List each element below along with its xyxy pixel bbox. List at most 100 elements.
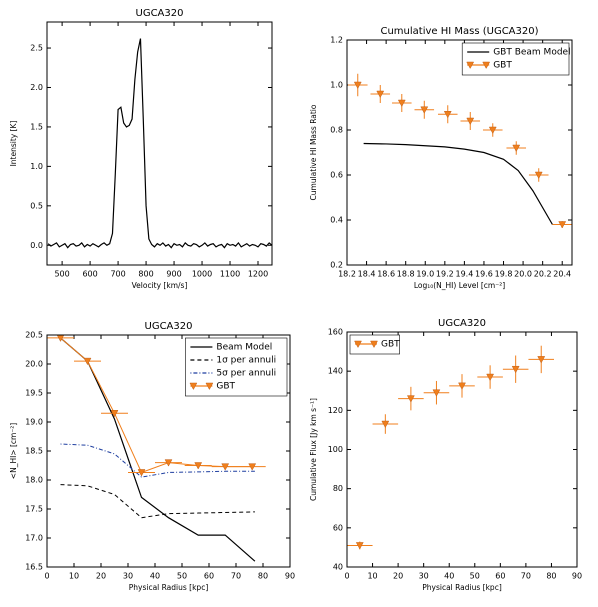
legend-label: 1σ per annuli [216,356,276,366]
x-tick-label: 60 [204,572,214,581]
y-tick-label: 160 [328,328,343,337]
y-tick-label: 1.2 [330,36,343,45]
y-tick-label: 1.0 [30,162,43,171]
y-tick-label: 0.0 [30,241,43,250]
y-tick-label: 2.0 [30,83,43,92]
x-tick-label: 50 [177,572,187,581]
marker [381,420,390,429]
x-tick-label: 18.8 [397,270,415,279]
y-tick-label: 1.0 [330,81,343,90]
y-axis-label: Intensity [K] [9,121,18,167]
x-axis-label: Log₁₀(N_HI) Level [cm⁻²] [414,281,505,290]
x-tick-label: 0 [44,572,49,581]
chart-title: UGCA320 [438,318,486,329]
y-tick-label: 0.6 [330,171,343,180]
x-tick-label: 70 [521,572,531,581]
legend-label: GBT [216,382,235,392]
x-tick-label: 600 [82,270,97,279]
x-tick-label: 40 [444,572,454,581]
x-tick-label: 10 [367,572,377,581]
y-axis-label: Cumulative HI Mass Ratio [309,104,318,200]
chart-title: UGCA320 [136,8,184,19]
plot-frame [346,331,578,568]
x-tick-label: 20.4 [553,270,571,279]
x-tick-label: 20.0 [514,270,532,279]
x-tick-label: 50 [470,572,480,581]
x-tick-label: 18.2 [338,270,356,279]
marker [406,395,415,403]
x-tick-label: 20.2 [534,270,552,279]
marker [83,357,92,366]
marker [137,469,146,477]
marker [189,382,198,391]
marker [558,221,567,229]
x-tick-label: 18.6 [377,270,395,279]
x-tick-label: 700 [110,270,125,279]
legend-label: GBT Beam Model [493,48,570,58]
marker [248,463,257,471]
legend-label: Beam Model [216,343,272,353]
x-tick-label: 19.2 [436,270,454,279]
y-tick-label: 2.5 [30,44,43,53]
y-tick-label: 18.0 [25,476,43,485]
marker [486,373,495,382]
y-tick-label: 100 [328,445,343,454]
plot-frame [346,39,573,266]
marker [205,382,214,391]
marker [353,81,362,90]
plot-frame [46,21,273,266]
marker [511,365,520,374]
x-tick-label: 30 [123,572,133,581]
marker [443,111,452,119]
y-tick-label: 17.5 [25,505,43,514]
x-tick-label: 90 [572,572,582,581]
marker [397,99,406,108]
x-tick-label: 60 [495,572,505,581]
x-tick-label: 40 [150,572,160,581]
marker [110,410,119,418]
legend-label: 5σ per annuli [216,369,276,379]
legend-label: GBT [381,340,400,350]
x-axis-label: Physical Radius [kpc] [422,583,502,592]
x-axis-label: Velocity [km/s] [132,281,188,290]
y-tick-label: 80 [333,484,343,493]
y-tick-label: 60 [333,523,343,532]
x-tick-label: 900 [166,270,181,279]
legend-label: GBT [493,61,512,71]
y-tick-label: 1.5 [30,122,43,131]
x-tick-label: 90 [285,572,295,581]
y-axis-label: Cumulative Flux [Jy km s⁻¹] [309,398,318,501]
marker [370,340,378,349]
marker [376,90,385,99]
y-tick-label: 0.4 [330,216,343,225]
marker [432,389,441,397]
x-tick-label: 500 [54,270,69,279]
x-tick-label: 19.6 [475,270,493,279]
marker [466,117,475,126]
y-tick-label: 20.5 [25,331,43,340]
x-tick-label: 20 [96,572,106,581]
y-tick-label: 40 [333,563,343,572]
y-tick-label: 16.5 [25,563,43,572]
marker [221,463,230,471]
series-line [47,38,273,249]
x-tick-label: 20 [393,572,403,581]
marker [537,356,546,364]
y-tick-label: 140 [328,367,343,376]
y-tick-label: 17.0 [25,534,43,543]
x-tick-label: 800 [138,270,153,279]
x-tick-label: 30 [419,572,429,581]
x-axis-label: Physical Radius [kpc] [129,583,209,592]
marker [164,459,173,467]
series-line [363,142,553,225]
x-tick-label: 80 [546,572,556,581]
x-tick-label: 0 [344,572,349,581]
y-tick-label: 0.5 [30,201,43,210]
marker [458,382,466,390]
x-tick-label: 80 [258,572,268,581]
chart-title: UGCA320 [145,321,193,332]
x-tick-label: 1200 [248,270,268,279]
marker [420,106,429,114]
